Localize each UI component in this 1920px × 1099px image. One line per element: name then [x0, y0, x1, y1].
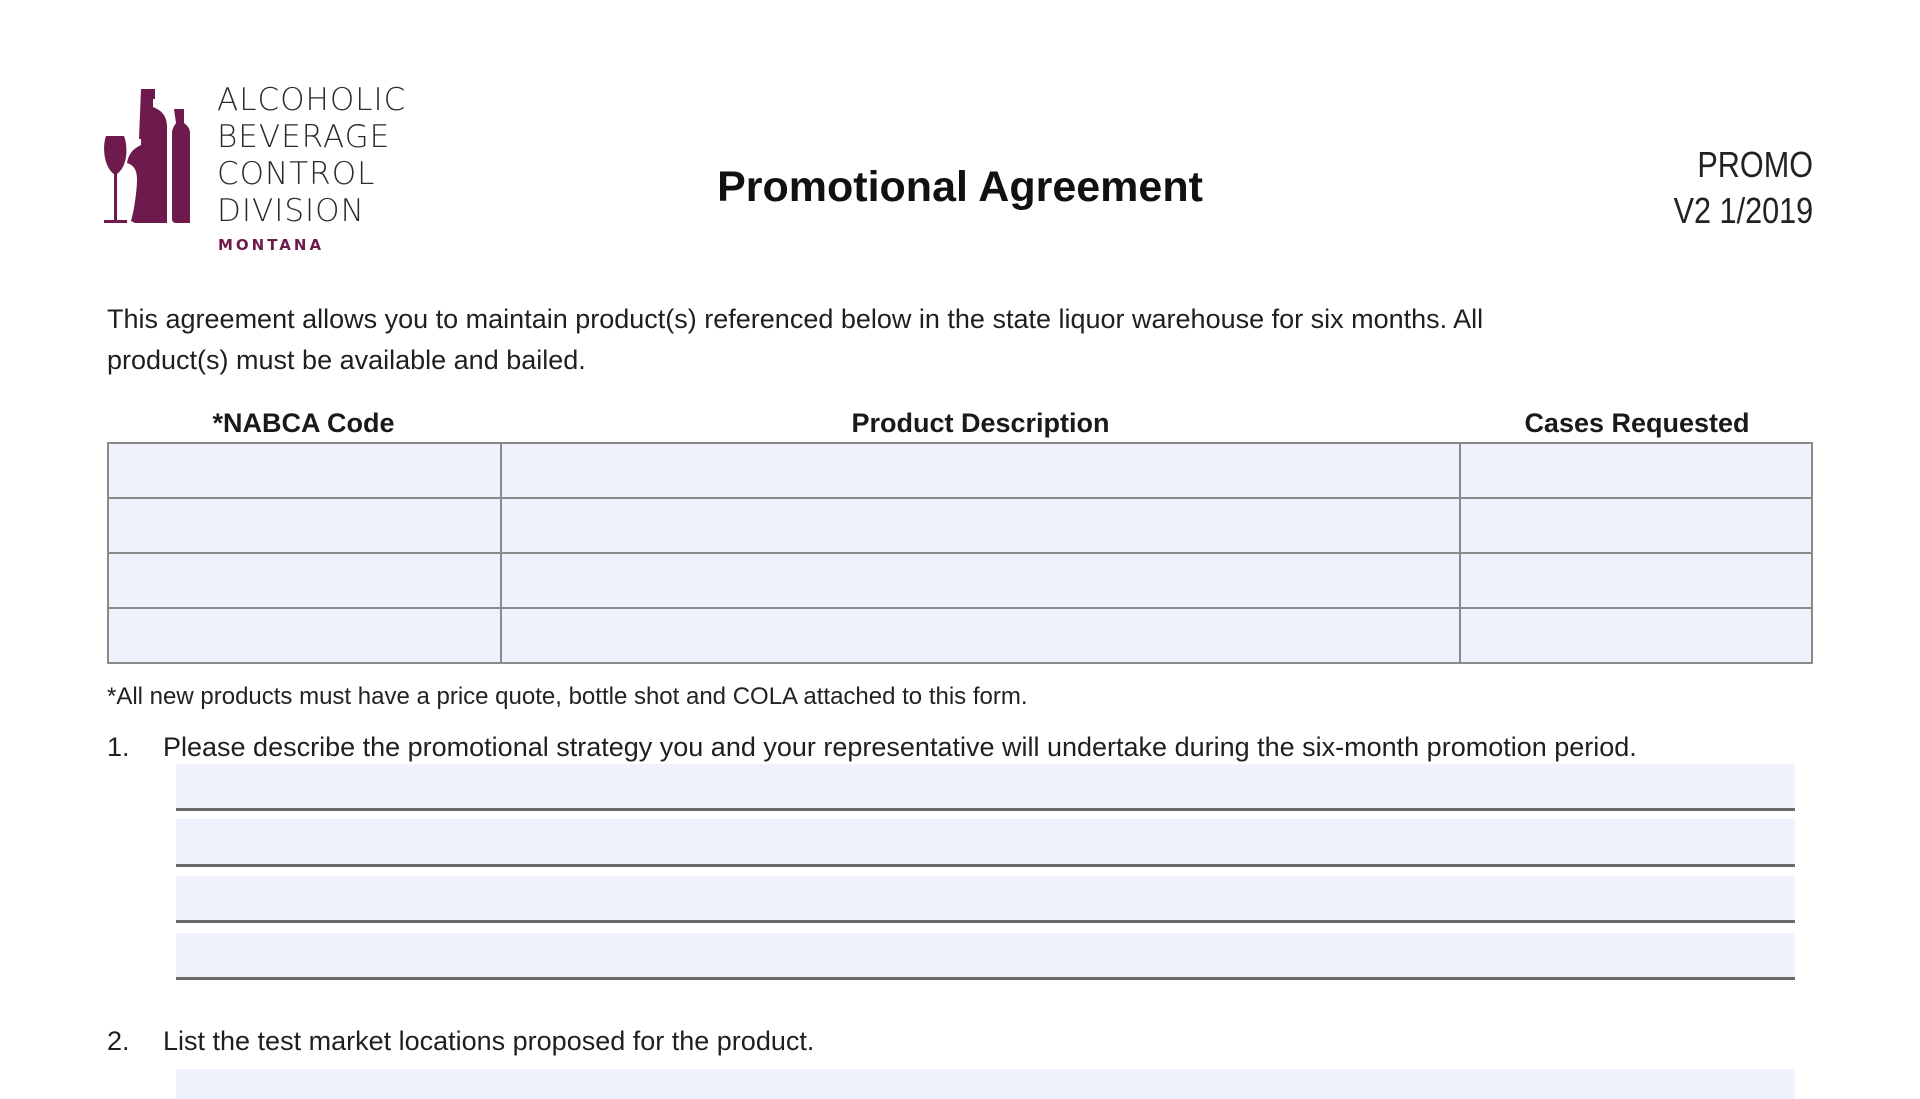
form-version: V2 1/2019 — [1673, 190, 1813, 231]
bottle-glass-logo-icon — [104, 89, 190, 223]
product-description-input[interactable] — [499, 442, 1462, 499]
cases-requested-input[interactable] — [1459, 552, 1813, 609]
form-code: PROMO — [1697, 144, 1813, 185]
intro-text: product(s) must be available and bailed. — [107, 345, 586, 375]
column-header-product-description: Product Description — [851, 408, 1110, 438]
cases-requested-input[interactable] — [1459, 442, 1813, 499]
strategy-answer-line-2[interactable] — [176, 819, 1795, 867]
strategy-answer-line-4[interactable] — [176, 933, 1795, 980]
column-header-cases-requested: Cases Requested — [1524, 408, 1750, 438]
product-description-input[interactable] — [499, 497, 1462, 554]
question-number: 1. — [107, 732, 130, 762]
logo-text-line: ALCOHOLIC — [217, 82, 407, 118]
logo-text-line: CONTROL — [217, 156, 376, 192]
table-row — [107, 497, 1813, 554]
nabca-code-input[interactable] — [107, 552, 502, 609]
intro-text: This agreement allows you to maintain pr… — [107, 304, 1484, 334]
question-number: 2. — [107, 1026, 130, 1056]
footnote: *All new products must have a price quot… — [107, 683, 1028, 710]
product-description-input[interactable] — [499, 552, 1462, 609]
strategy-answer-line-3[interactable] — [176, 876, 1795, 923]
nabca-code-input[interactable] — [107, 442, 502, 499]
test-market-answer-line-1[interactable] — [176, 1069, 1795, 1099]
table-row — [107, 607, 1813, 664]
question-text: Please describe the promotional strategy… — [163, 732, 1637, 762]
column-header-nabca-code: *NABCA Code — [212, 408, 395, 438]
strategy-answer-line-1[interactable] — [176, 764, 1795, 811]
table-row — [107, 552, 1813, 609]
cases-requested-input[interactable] — [1459, 607, 1813, 664]
cases-requested-input[interactable] — [1459, 497, 1813, 554]
logo-state: MONTANA — [218, 236, 325, 254]
question-text: List the test market locations proposed … — [163, 1026, 815, 1056]
page-title: Promotional Agreement — [717, 163, 1203, 211]
logo-text-line: BEVERAGE — [217, 119, 391, 155]
product-table — [107, 442, 1813, 664]
product-description-input[interactable] — [499, 607, 1462, 664]
table-row — [107, 442, 1813, 499]
logo-text-line: DIVISION — [217, 193, 365, 229]
nabca-code-input[interactable] — [107, 607, 502, 664]
nabca-code-input[interactable] — [107, 497, 502, 554]
